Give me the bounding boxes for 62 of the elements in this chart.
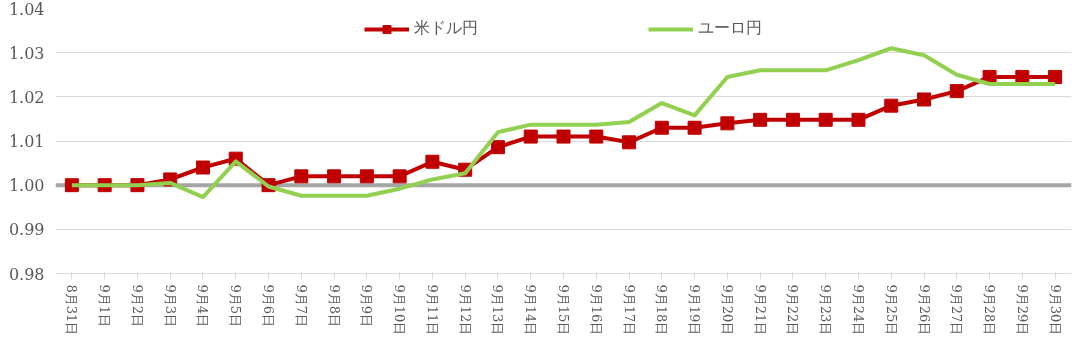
point (556, 129, 571, 144)
x-tick-label: 9月9日 (359, 284, 375, 328)
x-tick-label: 9月11日 (424, 284, 440, 336)
y-tick-label: 1.02 (8, 87, 45, 107)
point (359, 169, 374, 184)
point (392, 169, 407, 184)
x-tick-label: 9月20日 (719, 284, 735, 336)
x-tick-label: 9月24日 (850, 284, 866, 336)
point (294, 169, 309, 184)
y-tick-label: 0.99 (8, 220, 45, 240)
x-tick-label: 8月31日 (64, 284, 80, 336)
x-tick-label: 9月22日 (785, 284, 801, 336)
x-tick-label: 9月21日 (752, 284, 768, 336)
x-tick-label: 9月19日 (687, 284, 703, 336)
x-tick-label: 9月7日 (293, 284, 309, 328)
x-tick-label: 9月10日 (392, 284, 408, 336)
legend-label: ユーロ円 (698, 18, 762, 39)
x-tick-label: 9月26日 (916, 284, 932, 336)
point (523, 129, 538, 144)
x-tick-label: 9月23日 (818, 284, 834, 336)
x-tick-label: 9月8日 (326, 284, 342, 328)
point (622, 135, 637, 150)
point (490, 140, 505, 155)
x-tick-label: 9月29日 (1014, 284, 1030, 336)
point (425, 154, 440, 169)
x-tick-label: 9月3日 (162, 284, 178, 328)
legend-label: 米ドル円 (414, 18, 478, 39)
x-tick-label: 9月16日 (588, 284, 604, 336)
y-tick-label: 1.03 (8, 43, 45, 63)
point (654, 120, 669, 135)
y-tick-label: 1.00 (8, 176, 45, 196)
point (753, 112, 768, 127)
x-tick-label: 9月5日 (228, 284, 244, 328)
x-tick-label: 9月17日 (621, 284, 637, 336)
point (917, 92, 932, 107)
point (1048, 69, 1063, 84)
y-tick-label: 1.04 (8, 0, 45, 19)
point (195, 160, 210, 175)
x-tick-label: 9月12日 (457, 284, 473, 336)
x-tick-label: 9月13日 (490, 284, 506, 336)
x-tick-label: 9月4日 (195, 284, 211, 328)
x-tick-label: 9月15日 (556, 284, 571, 336)
x-tick-label: 9月6日 (261, 284, 277, 328)
point (818, 112, 833, 127)
x-tick-label: 9月1日 (97, 284, 113, 328)
point (589, 129, 604, 144)
x-tick-label: 9月2日 (129, 284, 145, 328)
point (949, 84, 964, 99)
point (884, 98, 899, 113)
x-tick-label: 9月27日 (949, 284, 965, 336)
x-tick-label: 9月30日 (1047, 284, 1063, 336)
point (687, 120, 702, 135)
y-tick-label: 0.98 (8, 264, 45, 284)
point (785, 112, 800, 127)
point (327, 169, 342, 184)
x-tick-label: 9月28日 (982, 284, 998, 336)
x-tick-label: 9月14日 (523, 284, 539, 336)
y-tick-label: 1.01 (8, 132, 45, 151)
x-tick-label: 9月25日 (883, 284, 899, 336)
point (851, 112, 866, 127)
x-tick-label: 9月18日 (654, 284, 670, 336)
point (720, 116, 735, 131)
